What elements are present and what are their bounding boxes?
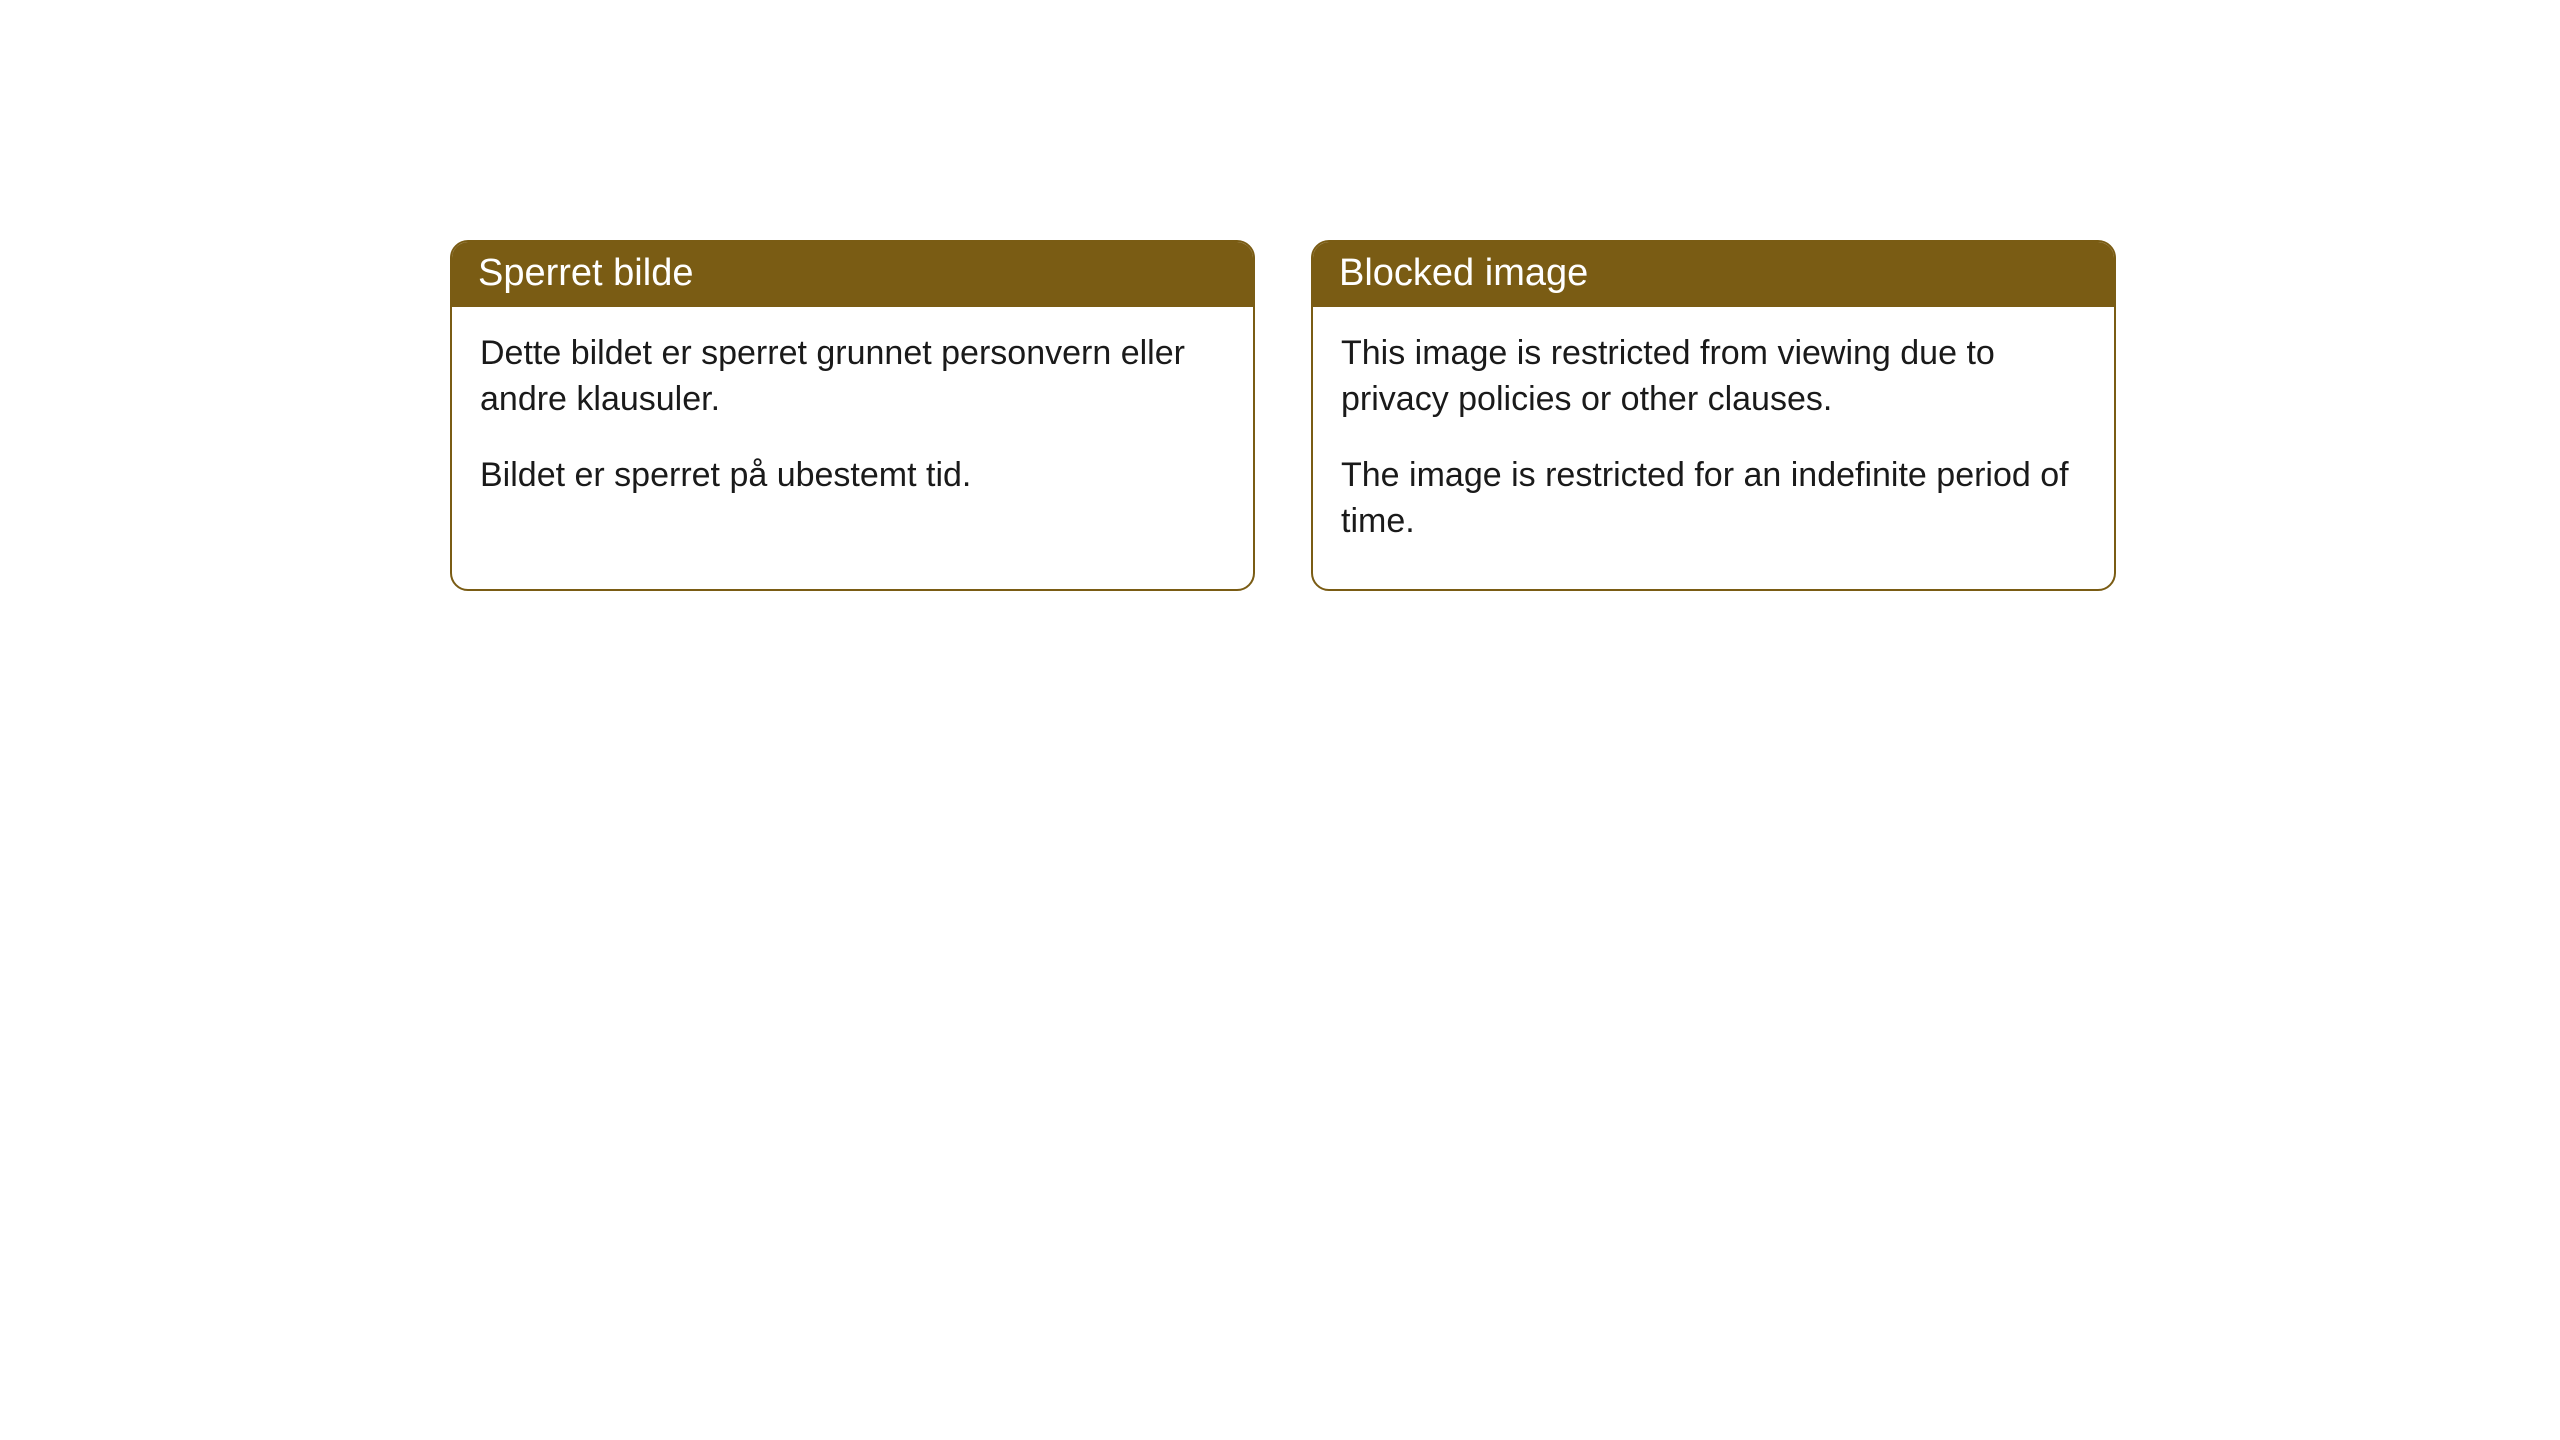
card-paragraph: Bildet er sperret på ubestemt tid. xyxy=(480,453,1225,499)
card-title: Sperret bilde xyxy=(478,252,693,294)
card-title: Blocked image xyxy=(1339,252,1588,294)
card-body: Dette bildet er sperret grunnet personve… xyxy=(452,307,1253,543)
blocked-image-card-english: Blocked image This image is restricted f… xyxy=(1311,240,2116,591)
card-paragraph: Dette bildet er sperret grunnet personve… xyxy=(480,331,1225,423)
card-header: Sperret bilde xyxy=(452,242,1253,307)
card-body: This image is restricted from viewing du… xyxy=(1313,307,2114,589)
cards-container: Sperret bilde Dette bildet er sperret gr… xyxy=(450,240,2116,591)
card-paragraph: This image is restricted from viewing du… xyxy=(1341,331,2086,423)
blocked-image-card-norwegian: Sperret bilde Dette bildet er sperret gr… xyxy=(450,240,1255,591)
card-paragraph: The image is restricted for an indefinit… xyxy=(1341,453,2086,545)
card-header: Blocked image xyxy=(1313,242,2114,307)
